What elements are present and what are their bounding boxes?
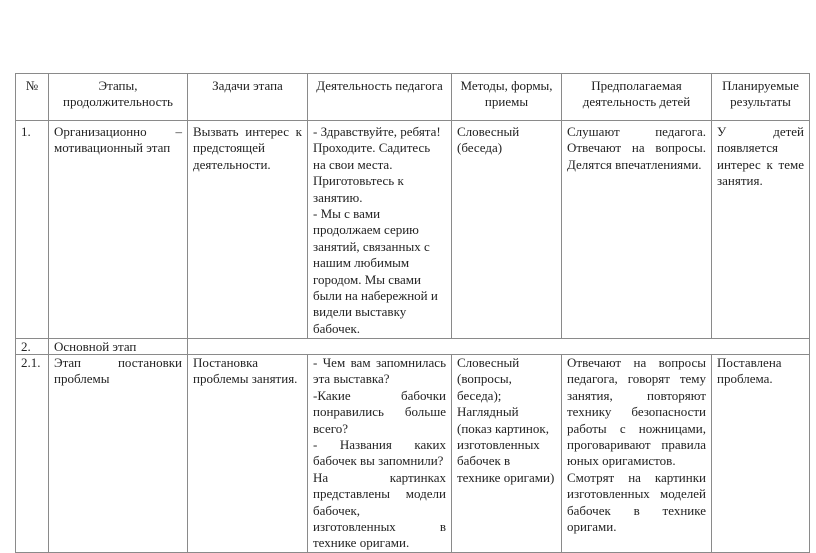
teacher-line: - Мы с вами продолжаем серию занятий, св… bbox=[313, 206, 438, 336]
teacher-line: -Какие бабочки понравились больше всего? bbox=[313, 387, 446, 436]
cell-children-activity: Отвечают на вопросы педагога, говорят те… bbox=[561, 354, 712, 553]
teacher-line: - Здравствуйте, ребята! Проходите. Садит… bbox=[313, 124, 441, 172]
cell-stage: Этап постановки проблемы bbox=[48, 354, 188, 553]
cell-tasks: Вызвать интерес к предстоящей деятельнос… bbox=[187, 120, 308, 339]
cell-tasks: Постановка проблемы занятия. bbox=[187, 354, 308, 553]
cell-methods: Словесный (беседа) bbox=[451, 120, 562, 339]
header-stages: Этапы, продолжительность bbox=[48, 73, 188, 121]
header-teacher-activity: Деятельность педагога bbox=[307, 73, 452, 121]
cell-teacher-activity: - Чем вам запомнилась эта выставка? -Как… bbox=[307, 354, 452, 553]
table-row: 1. Организационно – мотивационный этап В… bbox=[15, 120, 810, 339]
header-results: Планируемые результаты bbox=[711, 73, 810, 121]
cell-empty-merged bbox=[187, 338, 810, 355]
cell-methods: Словесный (вопросы, беседа); Наглядный (… bbox=[451, 354, 562, 553]
header-methods: Методы, формы, приемы bbox=[451, 73, 562, 121]
teacher-line: - Чем вам запомнилась эта выставка? bbox=[313, 355, 446, 387]
table-row: 2.1. Этап постановки проблемы Постановка… bbox=[15, 354, 810, 553]
cell-teacher-activity: - Здравствуйте, ребята! Проходите. Садит… bbox=[307, 120, 452, 339]
cell-number: 2.1. bbox=[15, 354, 49, 553]
children-line: Отвечают на вопросы педагога, говорят те… bbox=[567, 355, 706, 469]
header-number: № bbox=[15, 73, 49, 121]
teacher-line: На картинках представлены модели бабочек… bbox=[313, 469, 446, 551]
table-header-row: № Этапы, продолжительность Задачи этапа … bbox=[15, 73, 810, 121]
header-tasks: Задачи этапа bbox=[187, 73, 308, 121]
cell-children-activity: Слушают педагога. Отвечают на вопросы. Д… bbox=[561, 120, 712, 339]
cell-results: Поставлена проблема. bbox=[711, 354, 810, 553]
table-row: 2. Основной этап bbox=[15, 338, 810, 355]
header-children-activity: Предполагаемая деятельность детей bbox=[561, 73, 712, 121]
cell-stage: Основной этап bbox=[48, 338, 188, 355]
lesson-plan-table: № Этапы, продолжительность Задачи этапа … bbox=[15, 73, 810, 553]
cell-number: 1. bbox=[15, 120, 49, 339]
cell-results: У детей появляется интерес к теме заняти… bbox=[711, 120, 810, 339]
teacher-line: Приготовьтесь к занятию. bbox=[313, 173, 404, 205]
children-line: Смотрят на картинки изготовленных моделе… bbox=[567, 469, 706, 535]
cell-number: 2. bbox=[15, 338, 49, 355]
cell-stage: Организационно – мотивационный этап bbox=[48, 120, 188, 339]
teacher-line: - Названия каких бабочек вы запомнили? bbox=[313, 437, 446, 469]
